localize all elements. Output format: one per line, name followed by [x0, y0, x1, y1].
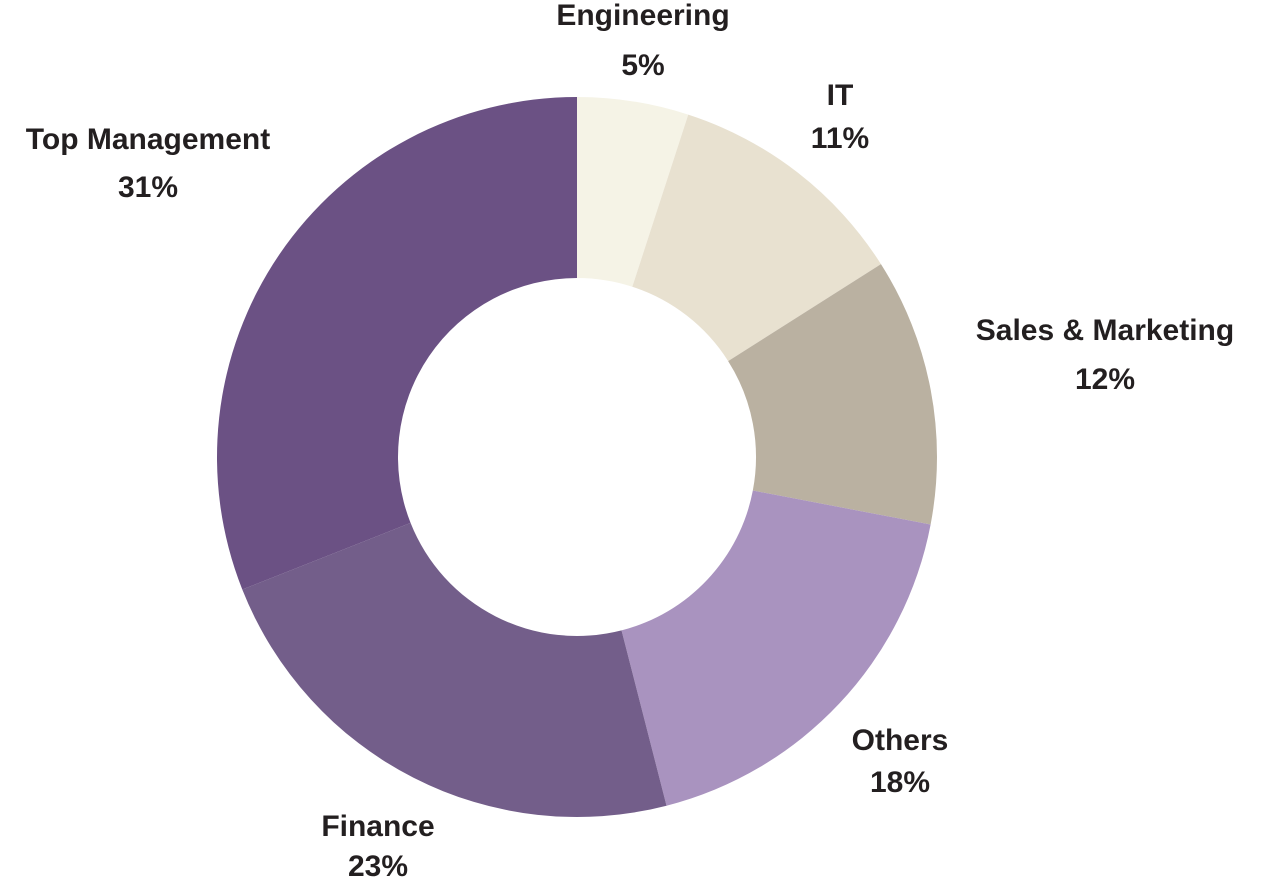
- donut-slice: [242, 522, 667, 817]
- category-label: Top Management: [26, 123, 270, 156]
- category-label: Engineering: [556, 0, 729, 32]
- category-label: IT: [827, 79, 854, 112]
- donut-slice: [632, 114, 881, 362]
- value-label: 31%: [118, 171, 178, 204]
- category-label: Sales & Marketing: [976, 314, 1234, 347]
- category-label: Finance: [321, 810, 434, 843]
- donut-slice: [728, 264, 938, 525]
- donut-slice: [621, 490, 931, 806]
- value-label: 23%: [348, 850, 408, 880]
- donut-slice: [216, 97, 577, 590]
- value-label: 5%: [621, 49, 664, 82]
- donut-slice: [577, 97, 689, 287]
- value-label: 18%: [870, 766, 930, 799]
- value-label: 11%: [811, 122, 869, 155]
- value-label: 12%: [1075, 363, 1135, 396]
- category-label: Others: [852, 724, 949, 757]
